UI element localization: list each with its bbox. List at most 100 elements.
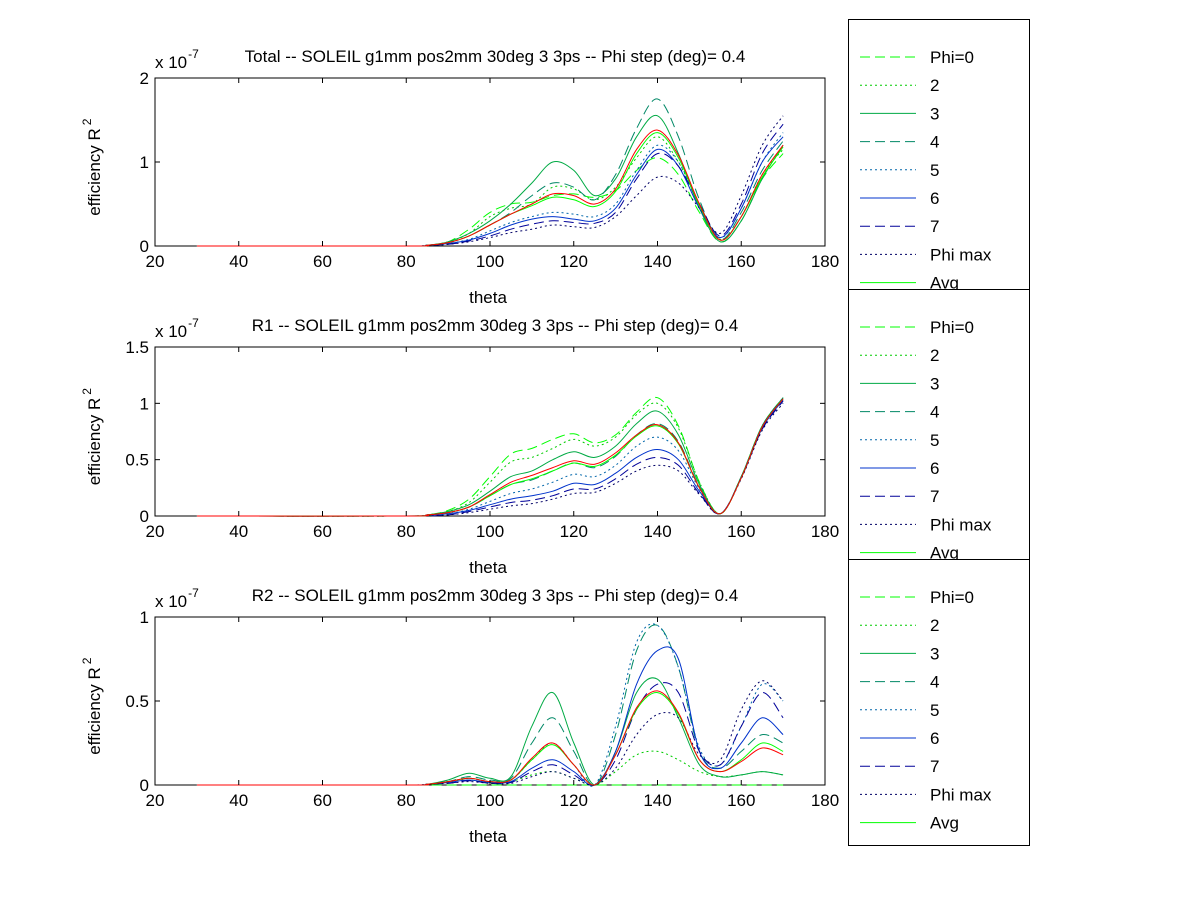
legend-entry-9: Avg <box>930 274 959 293</box>
legend-entry-9: Avg <box>930 814 959 833</box>
exponent-value: -7 <box>188 47 199 61</box>
y-tick-label: 0 <box>140 507 149 526</box>
legend-entry-9: Avg <box>930 544 959 563</box>
x-tick-label: 20 <box>146 252 165 271</box>
exponent-value: -7 <box>188 316 199 330</box>
chart-title: R1 -- SOLEIL g1mm pos2mm 30deg 3 3ps -- … <box>252 316 738 335</box>
series-line-10 <box>196 129 784 247</box>
x-tick-label: 60 <box>313 252 332 271</box>
x-tick-label: 40 <box>229 791 248 810</box>
legend-entry-5: 5 <box>930 161 939 180</box>
y-tick-label: 1 <box>140 153 149 172</box>
x-tick-label: 60 <box>313 791 332 810</box>
x-tick-label: 140 <box>643 252 671 271</box>
legend-entry-1: Phi=0 <box>930 588 974 607</box>
legend-entry-1: Phi=0 <box>930 318 974 337</box>
series-line-3 <box>196 677 784 786</box>
x-axis-label: theta <box>469 288 507 307</box>
y-axis-label-group: efficiency R 2 <box>80 388 104 486</box>
series-line-10 <box>196 690 784 786</box>
legend-entry-5: 5 <box>930 431 939 450</box>
x-tick-label: 20 <box>146 522 165 541</box>
series-line-10 <box>196 398 784 517</box>
y-axis-label-superscript: 2 <box>80 657 94 664</box>
legend-entry-7: 7 <box>930 757 939 776</box>
legend-entry-2: 2 <box>930 346 939 365</box>
x-tick-label: 80 <box>397 522 416 541</box>
series-group <box>196 98 784 247</box>
x-tick-label: 60 <box>313 522 332 541</box>
x-tick-label: 80 <box>397 791 416 810</box>
y-tick-label: 2 <box>140 69 149 88</box>
legend-border <box>848 559 1030 846</box>
chart-panel-2: 20 40 60 80 100 120 140 160 180 0 0.5 1 1.5 x 10 -7 R1 … <box>80 289 1030 577</box>
chart-panel-3: 20 40 60 80 100 120 140 160 180 0 0.5 1 x 10 -7 R2 -- … <box>80 559 1030 861</box>
x-tick-label: 100 <box>476 791 504 810</box>
y-axis-label-group: efficiency R 2 <box>80 118 104 216</box>
legend-entry-7: 7 <box>930 487 939 506</box>
x-tick-label: 160 <box>727 522 755 541</box>
y-tick-label: 1 <box>140 394 149 413</box>
x-tick-label: 20 <box>146 791 165 810</box>
y-axis-label: efficiency R <box>85 128 104 216</box>
x-tick-label: 120 <box>560 522 588 541</box>
exponent-label: x 10 <box>155 53 187 72</box>
legend-entry-4: 4 <box>930 133 939 152</box>
legend-entry-3: 3 <box>930 644 939 663</box>
legend-entry-4: 4 <box>930 673 939 692</box>
legend-entry-6: 6 <box>930 729 939 748</box>
x-tick-label: 180 <box>811 522 839 541</box>
legend-entry-4: 4 <box>930 403 939 422</box>
legend: Phi=0 2 3 4 5 6 7 Phi max Avg Wght avg <box>848 559 1030 861</box>
y-tick-label: 0.5 <box>125 451 149 470</box>
legend-background <box>848 559 1030 846</box>
legend-entry-8: Phi max <box>930 245 992 264</box>
series-line-8 <box>196 680 784 786</box>
y-axis-label-superscript: 2 <box>80 388 94 395</box>
y-tick-label: 1 <box>140 608 149 627</box>
y-axis-label: efficiency R <box>85 667 104 755</box>
y-axis-label-superscript: 2 <box>80 118 94 125</box>
legend-background <box>848 289 1030 560</box>
chart-title: Total -- SOLEIL g1mm pos2mm 30deg 3 3ps … <box>245 47 746 66</box>
chart-panel-1: 20 40 60 80 100 120 140 160 180 0 1 2 x 10 -7 Total --… <box>80 19 1030 307</box>
legend-entry-8: Phi max <box>930 515 992 534</box>
y-tick-label: 0 <box>140 776 149 795</box>
x-tick-label: 140 <box>643 522 671 541</box>
series-group <box>196 396 784 517</box>
x-tick-label: 40 <box>229 252 248 271</box>
x-tick-label: 40 <box>229 522 248 541</box>
x-axis-label: theta <box>469 827 507 846</box>
x-tick-label: 160 <box>727 252 755 271</box>
x-tick-label: 180 <box>811 252 839 271</box>
y-axis-label: efficiency R <box>85 398 104 486</box>
x-axis-label: theta <box>469 558 507 577</box>
exponent-label: x 10 <box>155 592 187 611</box>
legend-entry-5: 5 <box>930 701 939 720</box>
legend-entry-3: 3 <box>930 374 939 393</box>
exponent-value: -7 <box>188 586 199 600</box>
y-tick-label: 1.5 <box>125 338 149 357</box>
x-tick-label: 140 <box>643 791 671 810</box>
x-tick-label: 160 <box>727 791 755 810</box>
series-line-8 <box>196 402 784 517</box>
y-axis-label-group: efficiency R 2 <box>80 657 104 755</box>
legend-entry-1: Phi=0 <box>930 48 974 67</box>
x-tick-label: 120 <box>560 791 588 810</box>
legend-entry-7: 7 <box>930 217 939 236</box>
x-tick-label: 100 <box>476 522 504 541</box>
series-line-8 <box>196 115 784 247</box>
exponent-label: x 10 <box>155 322 187 341</box>
x-tick-label: 100 <box>476 252 504 271</box>
plot-area <box>154 616 826 786</box>
legend-entry-8: Phi max <box>930 785 992 804</box>
y-tick-label: 0 <box>140 237 149 256</box>
chart-title: R2 -- SOLEIL g1mm pos2mm 30deg 3 3ps -- … <box>252 586 738 605</box>
legend-entry-2: 2 <box>930 616 939 635</box>
legend-entry-6: 6 <box>930 189 939 208</box>
legend-entry-10: Wght avg <box>930 842 1002 861</box>
legend-entry-6: 6 <box>930 459 939 478</box>
